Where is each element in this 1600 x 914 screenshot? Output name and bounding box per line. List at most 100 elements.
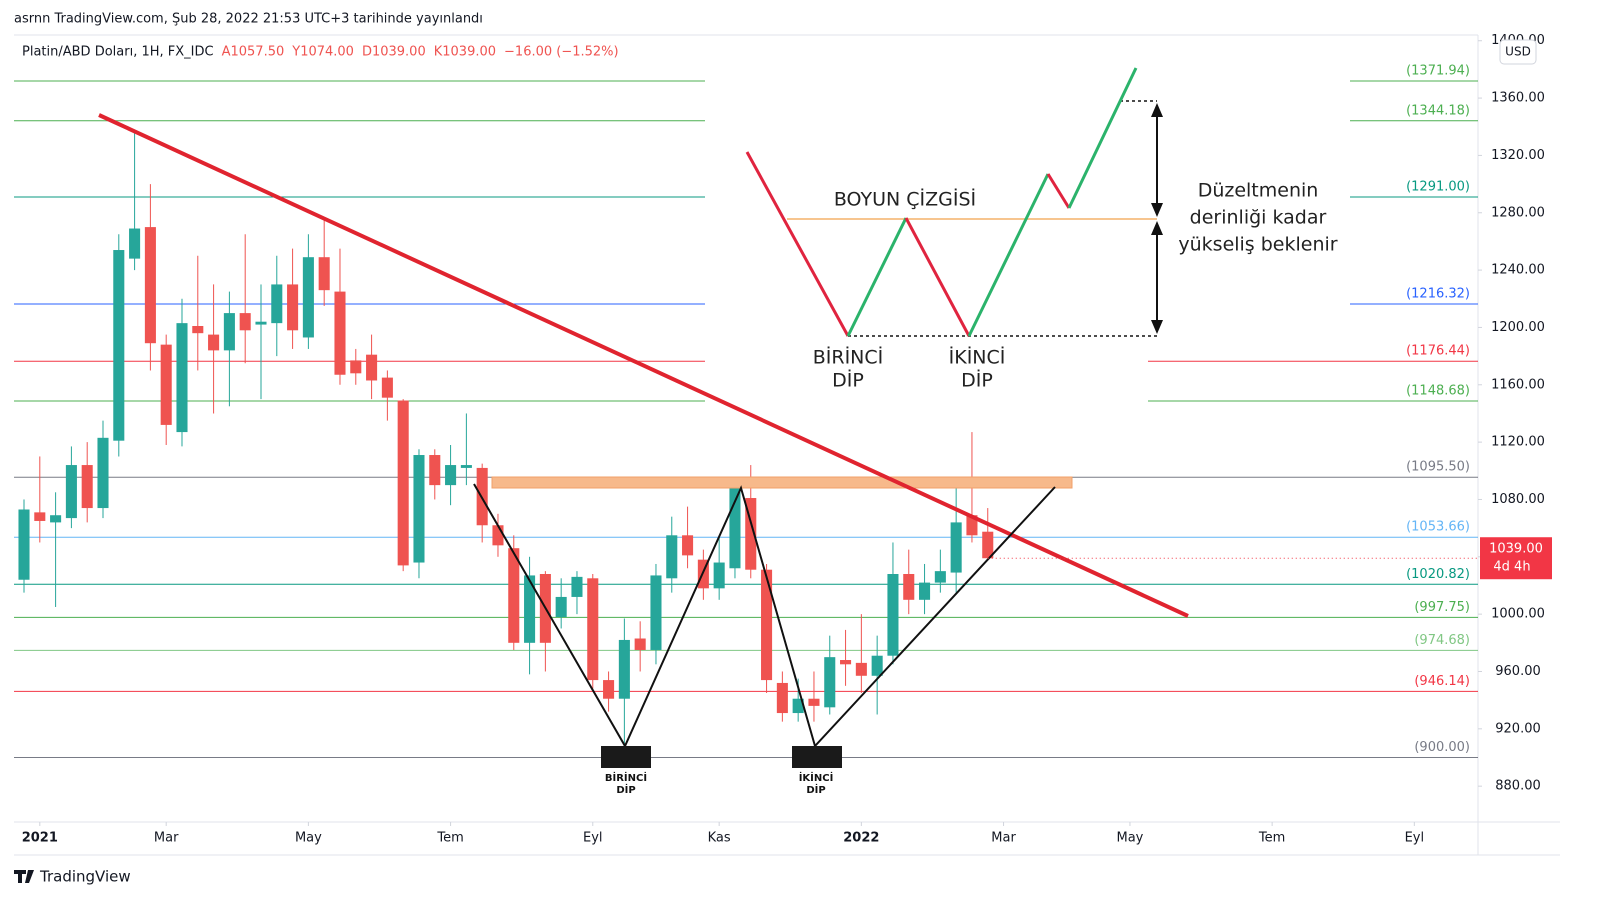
level-label-bg (1400, 460, 1476, 475)
candle-body (903, 574, 915, 600)
bottom-label: DİP (806, 782, 825, 796)
x-tick-label: Mar (154, 831, 179, 846)
y-tick-label: 880.00 (1495, 779, 1541, 794)
candle-body (144, 227, 156, 344)
candle-body (445, 465, 457, 486)
y-tick-label: 1240.00 (1491, 263, 1545, 278)
candle-body (208, 334, 220, 351)
level-label: (946.14) (1414, 674, 1470, 689)
candle-body (271, 284, 283, 324)
candle-body (381, 377, 393, 398)
level-label-bg (1400, 179, 1476, 194)
candle-body (366, 354, 378, 381)
candle-body (50, 515, 62, 523)
candle-body (871, 655, 883, 676)
candle-body (176, 323, 188, 433)
y-tick-label: 960.00 (1495, 664, 1541, 679)
candle-body (571, 576, 583, 597)
change: −16.00 (−1.52%) (504, 45, 619, 60)
candle-body (840, 660, 852, 665)
y-tick-label: 920.00 (1495, 721, 1541, 736)
ohlc-value: Y1074.00 (291, 45, 354, 60)
depth-arrows (1151, 103, 1163, 334)
y-tick-label: 1320.00 (1491, 148, 1545, 163)
neckline-label: BOYUN ÇİZGİSİ (834, 188, 976, 211)
candle-body (350, 360, 362, 374)
note: derinliği kadar (1190, 207, 1327, 229)
x-tick-label: Eyl (1405, 831, 1425, 846)
candle-body (950, 522, 962, 573)
level-label: (1053.66) (1406, 520, 1470, 535)
candle-body (429, 455, 441, 486)
candle-body (587, 578, 599, 681)
x-tick-label: 2022 (843, 831, 879, 846)
level-label: (1291.00) (1406, 179, 1470, 194)
y-tick-label: 1280.00 (1491, 205, 1545, 220)
candle-body (776, 682, 788, 714)
candle-body (618, 639, 630, 699)
level-label: (900.00) (1414, 740, 1470, 755)
x-tick-label: Eyl (583, 831, 603, 846)
candles (18, 131, 994, 751)
bottom-label: DİP (616, 782, 635, 796)
x-tick-label: Tem (436, 831, 463, 846)
leg (904, 217, 971, 337)
level-label-bg (1400, 344, 1476, 359)
symbol: Platin/ABD Doları, 1H, FX_IDC (22, 45, 214, 60)
candle-body (650, 575, 662, 650)
leg (745, 151, 850, 337)
level-label-bg (1400, 740, 1476, 755)
x-tick-label: Mar (991, 831, 1016, 846)
x-tick-label: May (295, 831, 322, 846)
candle-body (287, 284, 299, 331)
candle-body (460, 465, 472, 468)
level-label: (1020.82) (1406, 567, 1470, 582)
candle-body (413, 455, 425, 563)
candle-body (239, 313, 251, 331)
candle-body (887, 574, 899, 656)
candle-body (255, 321, 267, 325)
leg (1046, 173, 1071, 209)
candle-body (713, 562, 725, 589)
candle-body (729, 487, 741, 569)
level-label: (1344.18) (1406, 103, 1470, 118)
bottom-label: İKİNCİ (799, 770, 834, 784)
candle-body (492, 525, 504, 546)
bottom-label: DİP (961, 369, 993, 392)
candle-body (682, 535, 694, 556)
candle-body (160, 344, 172, 425)
published: asrnn TradingView.com, Şub 28, 2022 21:5… (14, 12, 483, 27)
candle-body (397, 400, 409, 566)
y-tick-label: 1080.00 (1491, 492, 1545, 507)
candle-body (761, 569, 773, 681)
candle-body (334, 291, 346, 375)
candle-body (97, 437, 109, 509)
note: Düzeltmenin (1198, 180, 1319, 202)
last-price: 1039.00 (1489, 542, 1543, 557)
resistance-zone (491, 476, 1073, 489)
level-label: (997.75) (1414, 600, 1470, 615)
candle-body (745, 498, 757, 570)
y-tick-label: 1000.00 (1491, 607, 1545, 622)
ohlc-value: D1039.00 (362, 45, 426, 60)
x-tick-label: May (1116, 831, 1143, 846)
level-label-bg (1400, 103, 1476, 118)
candle-body (919, 582, 931, 600)
bottom-label: BİRİNCİ (813, 346, 884, 369)
candle-body (318, 257, 330, 291)
level-label: (974.68) (1414, 633, 1470, 648)
level-label: (1176.44) (1406, 344, 1470, 359)
candle-body (34, 512, 46, 521)
level-label: (1216.32) (1406, 287, 1470, 302)
candle-body (603, 680, 615, 699)
candle-body (65, 465, 77, 519)
bottom-label: İKİNCİ (949, 346, 1006, 369)
candle-body (223, 313, 235, 351)
last-price-badge (1480, 537, 1552, 580)
x-tick-label: 2021 (22, 831, 58, 846)
candle-body (81, 465, 93, 509)
candle-body (113, 250, 125, 441)
unit: USD (1505, 45, 1531, 59)
level-label-bg (1400, 63, 1476, 78)
